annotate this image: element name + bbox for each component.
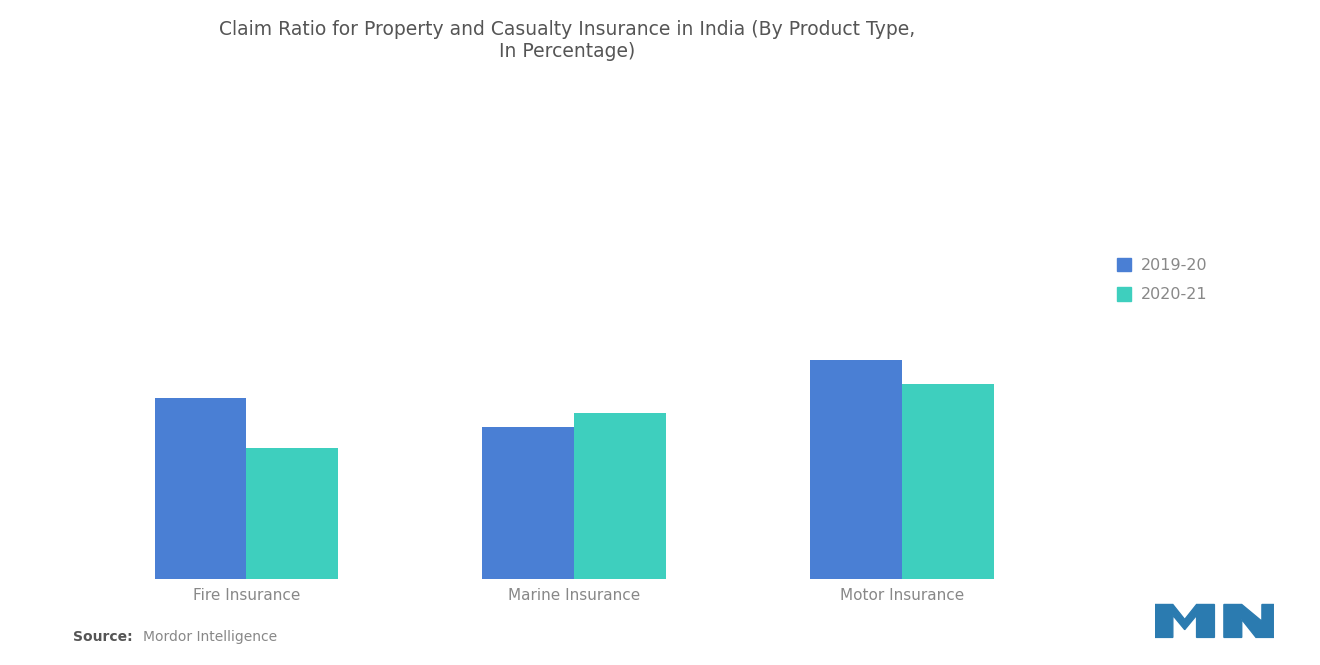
Polygon shape bbox=[1224, 604, 1274, 637]
Bar bbox=[902, 384, 994, 579]
Bar bbox=[574, 413, 667, 579]
Bar bbox=[247, 448, 338, 579]
Text: Mordor Intelligence: Mordor Intelligence bbox=[143, 630, 277, 644]
Bar bbox=[482, 427, 574, 579]
Bar bbox=[154, 398, 247, 579]
Bar bbox=[810, 360, 902, 579]
Polygon shape bbox=[1155, 604, 1214, 637]
Text: Claim Ratio for Property and Casualty Insurance in India (By Product Type,
In Pe: Claim Ratio for Property and Casualty In… bbox=[219, 20, 916, 61]
Text: Source:: Source: bbox=[73, 630, 132, 644]
Legend: 2019-20, 2020-21: 2019-20, 2020-21 bbox=[1110, 251, 1214, 309]
